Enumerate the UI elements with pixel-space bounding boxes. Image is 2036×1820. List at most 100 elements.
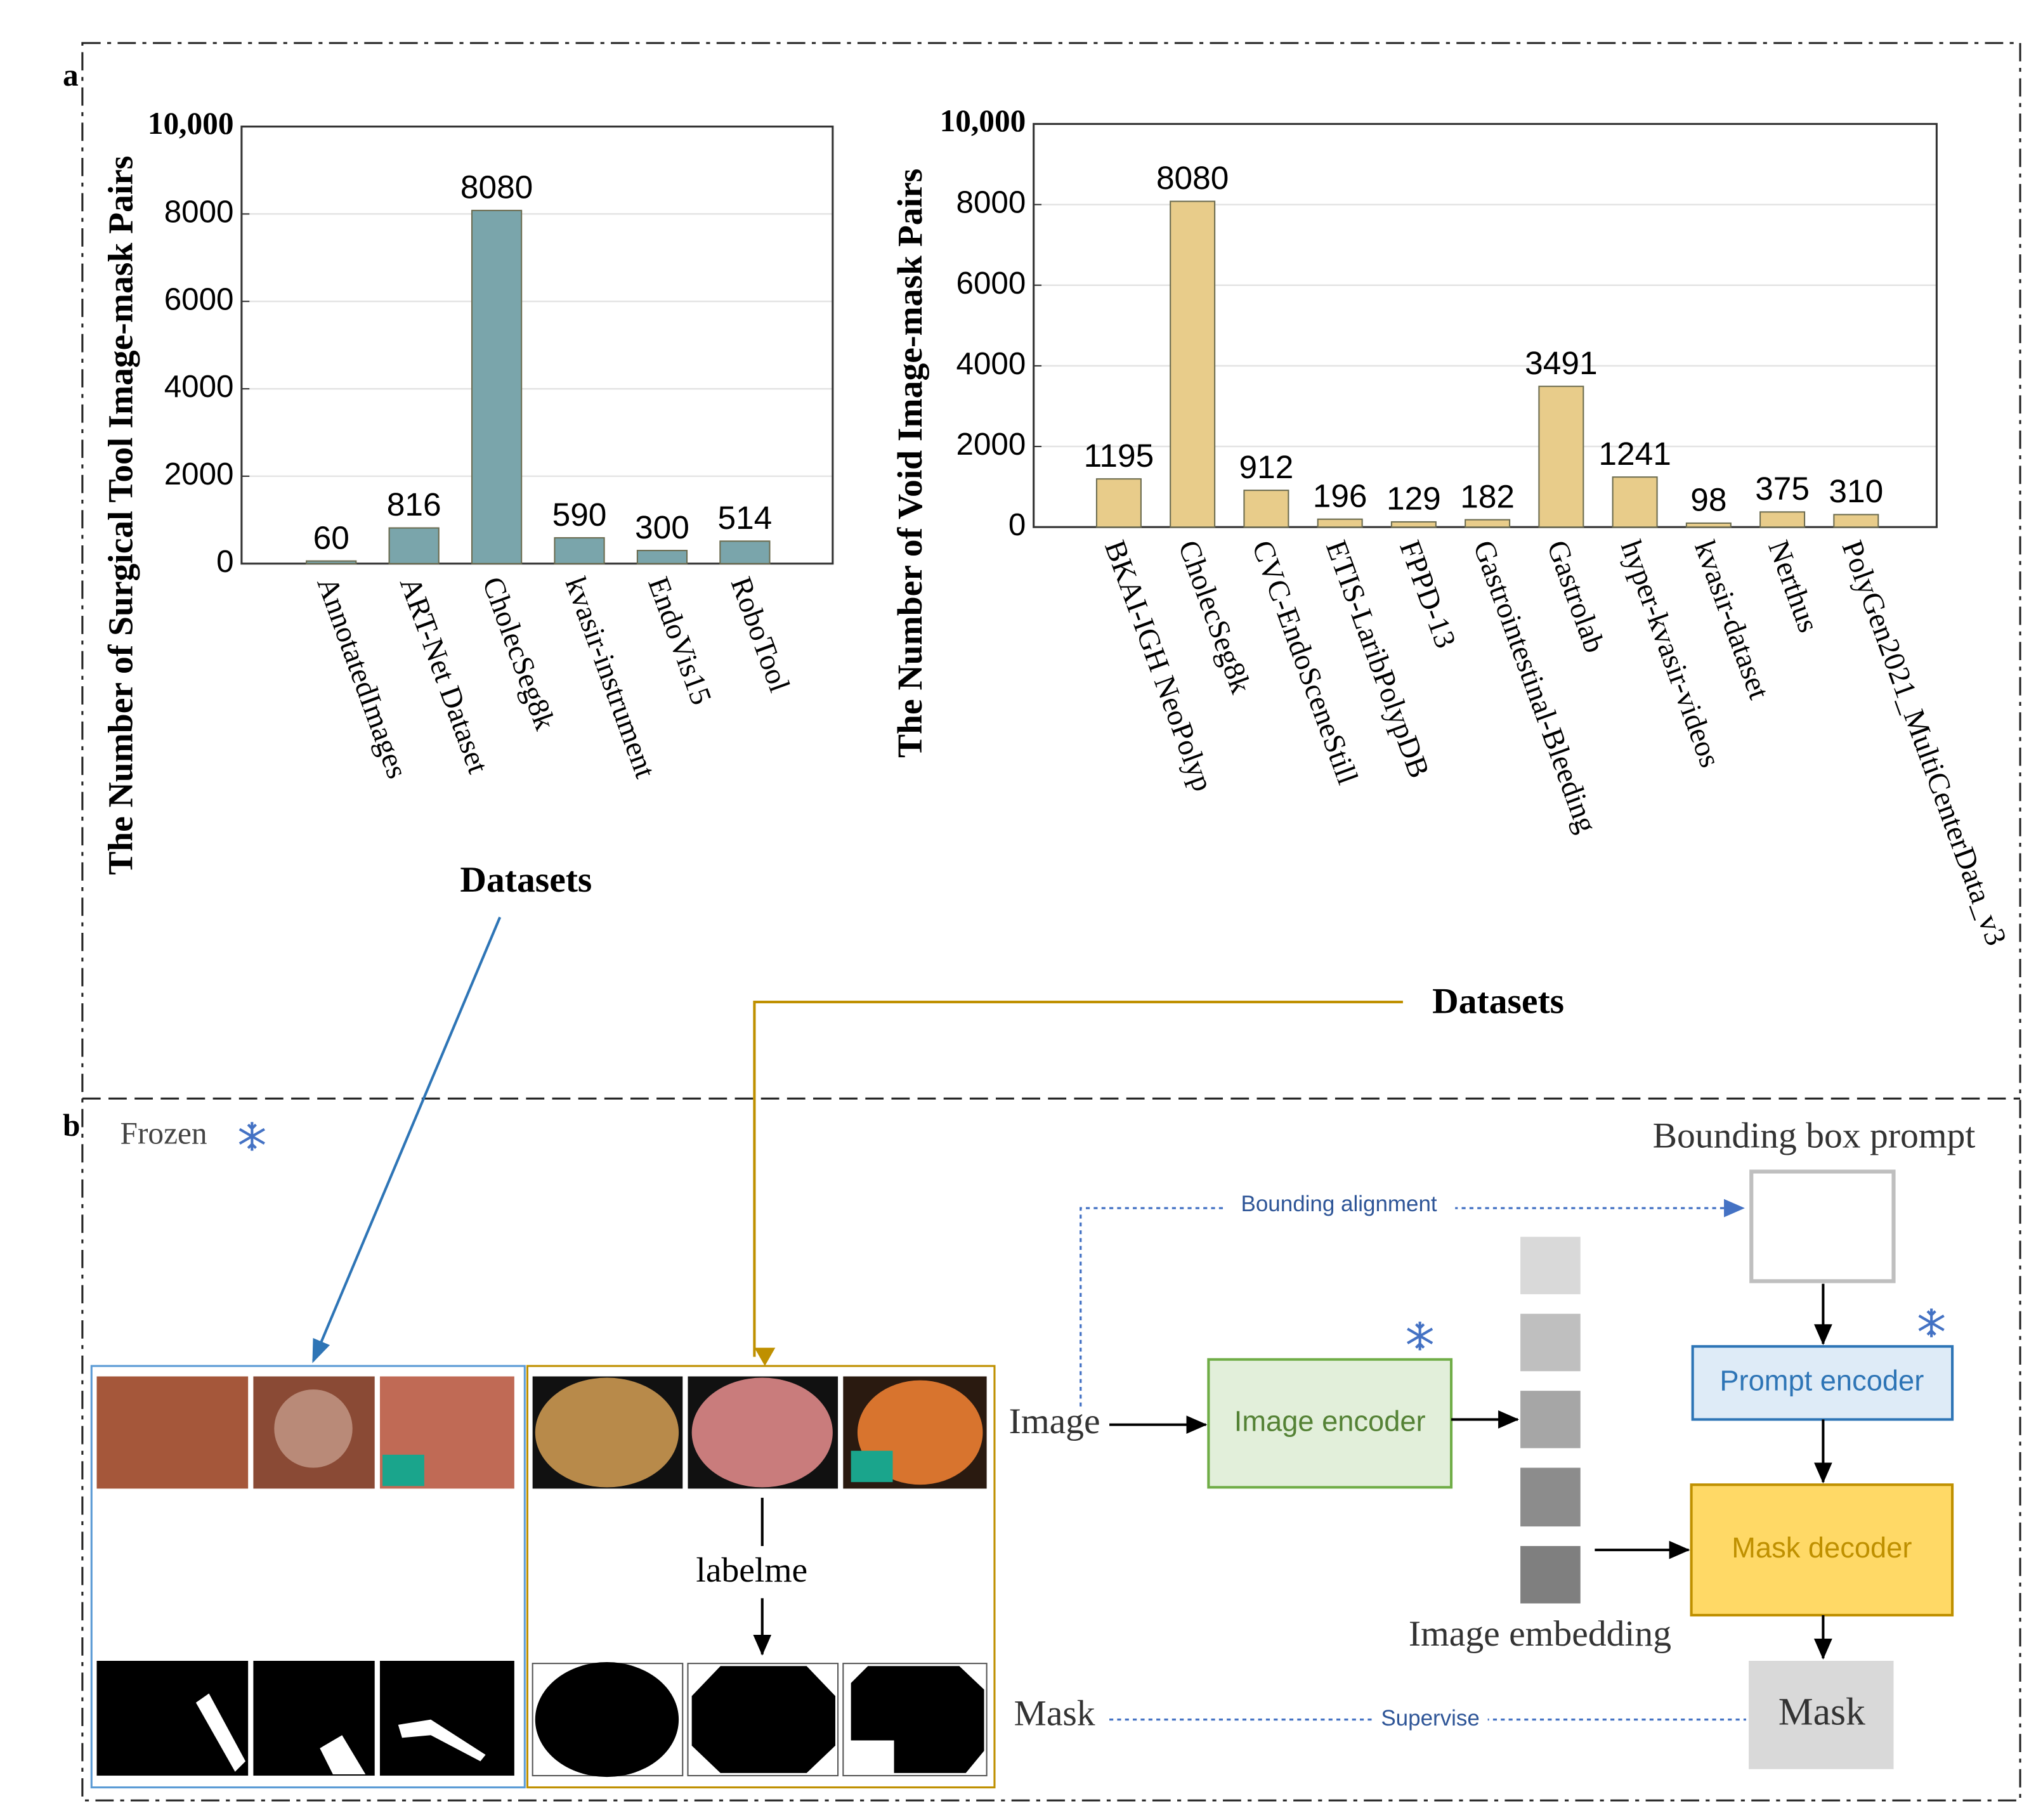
data-label: 590 bbox=[552, 496, 607, 533]
x-tick-label: Gastrolab bbox=[1540, 536, 1611, 658]
x-tick-label: AnnotatedImages bbox=[310, 573, 414, 783]
bar bbox=[1243, 490, 1289, 528]
snowflake-icon bbox=[240, 1122, 264, 1150]
y-tick-label: 6000 bbox=[164, 282, 234, 316]
data-label: 8080 bbox=[460, 169, 533, 205]
prompt-encoder-label: Prompt encoder bbox=[1720, 1365, 1924, 1397]
snowflake-icon bbox=[1407, 1322, 1432, 1350]
data-label: 1241 bbox=[1598, 435, 1671, 472]
mask-input-label: Mask bbox=[1014, 1694, 1095, 1734]
data-label: 60 bbox=[313, 519, 349, 556]
tool-masks bbox=[96, 1661, 514, 1776]
data-label: 514 bbox=[717, 499, 772, 536]
y-tick-label: 4000 bbox=[164, 369, 234, 404]
x-tick-label: kvasir-dataset bbox=[1688, 536, 1775, 704]
labelme-label: labelme bbox=[696, 1551, 807, 1590]
y-tick-label: 2000 bbox=[164, 457, 234, 491]
y-tick-label: 10,000 bbox=[940, 103, 1026, 138]
label-bg bbox=[1223, 1191, 1456, 1220]
y-axis-label: The Number of Void Image-mask Pairs bbox=[891, 169, 930, 758]
x-tick-label: kvasir-instrument bbox=[559, 573, 662, 782]
tool-image-group bbox=[90, 1365, 526, 1789]
x-axis-label: Datasets bbox=[460, 860, 592, 900]
void-masks bbox=[532, 1662, 988, 1778]
mask-decoder-box bbox=[1690, 1483, 1954, 1617]
mask-output-box bbox=[1749, 1661, 1894, 1769]
data-label: 182 bbox=[1460, 478, 1515, 514]
data-label: 3491 bbox=[1525, 344, 1597, 381]
dotted-arrow bbox=[1080, 1199, 1745, 1407]
prompt-box bbox=[1749, 1169, 1896, 1284]
y-tick-label: 8000 bbox=[956, 185, 1026, 220]
x-tick-label: PolyGen2021_MultiCenterData_v3 bbox=[1835, 536, 2013, 950]
connector-arrow bbox=[312, 916, 502, 1363]
panel-label: b bbox=[63, 1108, 80, 1143]
x-axis-label: Datasets bbox=[1432, 981, 1564, 1021]
bar bbox=[1685, 522, 1732, 528]
image-encoder-box bbox=[1207, 1358, 1453, 1489]
label-bg bbox=[1373, 1705, 1488, 1734]
image-encoder-label: Image encoder bbox=[1234, 1405, 1426, 1438]
mask-output-label: Mask bbox=[1778, 1691, 1865, 1734]
bar bbox=[1612, 476, 1658, 528]
image-input-label: Image bbox=[1009, 1401, 1100, 1441]
x-tick-label: EndoVis15 bbox=[641, 573, 718, 709]
bar bbox=[1465, 519, 1511, 528]
bar bbox=[1095, 478, 1142, 528]
bar bbox=[1759, 511, 1806, 528]
bar bbox=[1170, 200, 1216, 528]
y-tick-label: 4000 bbox=[956, 346, 1026, 381]
image-embedding bbox=[1520, 1237, 1581, 1604]
data-label: 1195 bbox=[1084, 437, 1154, 474]
data-label: 300 bbox=[635, 509, 689, 545]
bar bbox=[471, 209, 523, 564]
data-label: 8080 bbox=[1156, 159, 1229, 196]
panel-label: a bbox=[63, 58, 79, 93]
data-label: 129 bbox=[1387, 480, 1441, 517]
void-photos bbox=[532, 1376, 987, 1489]
bar bbox=[1833, 514, 1879, 528]
data-label: 196 bbox=[1313, 477, 1367, 514]
data-label: 310 bbox=[1829, 472, 1883, 509]
bar bbox=[719, 540, 771, 564]
y-axis-label: The Number of Surgical Tool Image-mask P… bbox=[101, 155, 140, 874]
bar bbox=[1538, 386, 1584, 528]
data-label: 98 bbox=[1690, 481, 1726, 518]
bar bbox=[554, 537, 605, 564]
bounding-box-prompt-label: Bounding box prompt bbox=[1653, 1115, 1976, 1155]
snowflake-icon bbox=[1919, 1309, 1944, 1337]
bar bbox=[636, 550, 688, 564]
y-tick-label: 2000 bbox=[956, 427, 1026, 462]
bar bbox=[388, 527, 440, 564]
void-image-group bbox=[526, 1365, 996, 1789]
y-tick-label: 0 bbox=[1008, 507, 1026, 542]
x-tick-label: Nerthus bbox=[1761, 536, 1825, 637]
bar bbox=[1317, 518, 1363, 528]
x-tick-label: CholecSeg8k bbox=[476, 573, 561, 734]
frame bbox=[81, 42, 2021, 1802]
y-tick-label: 10,000 bbox=[148, 106, 234, 141]
data-label: 816 bbox=[387, 486, 441, 523]
frozen-label: Frozen bbox=[121, 1115, 207, 1150]
y-tick-label: 0 bbox=[216, 544, 233, 579]
y-tick-label: 8000 bbox=[164, 194, 234, 229]
plot-frame bbox=[240, 126, 834, 565]
x-tick-label: RoboTool bbox=[724, 573, 796, 696]
image-embedding-label: Image embedding bbox=[1409, 1614, 1671, 1654]
x-tick-label: ART-Net Dataset bbox=[393, 573, 495, 777]
prompt-encoder-box bbox=[1691, 1345, 1954, 1421]
connector-arrow bbox=[753, 1000, 1403, 1367]
y-tick-label: 6000 bbox=[956, 266, 1026, 301]
mask-decoder-label: Mask decoder bbox=[1732, 1531, 1912, 1564]
x-tick-label: FPPD-13 bbox=[1393, 536, 1462, 653]
data-label: 375 bbox=[1755, 470, 1810, 507]
bounding-alignment-label: Bounding alignment bbox=[1241, 1192, 1437, 1216]
supervise-label: Supervise bbox=[1381, 1706, 1480, 1731]
bar bbox=[1390, 521, 1437, 528]
data-label: 912 bbox=[1239, 448, 1294, 485]
tool-photos bbox=[96, 1376, 514, 1489]
bar bbox=[306, 560, 357, 564]
x-tick-label: CholecSeg8k bbox=[1171, 536, 1257, 698]
